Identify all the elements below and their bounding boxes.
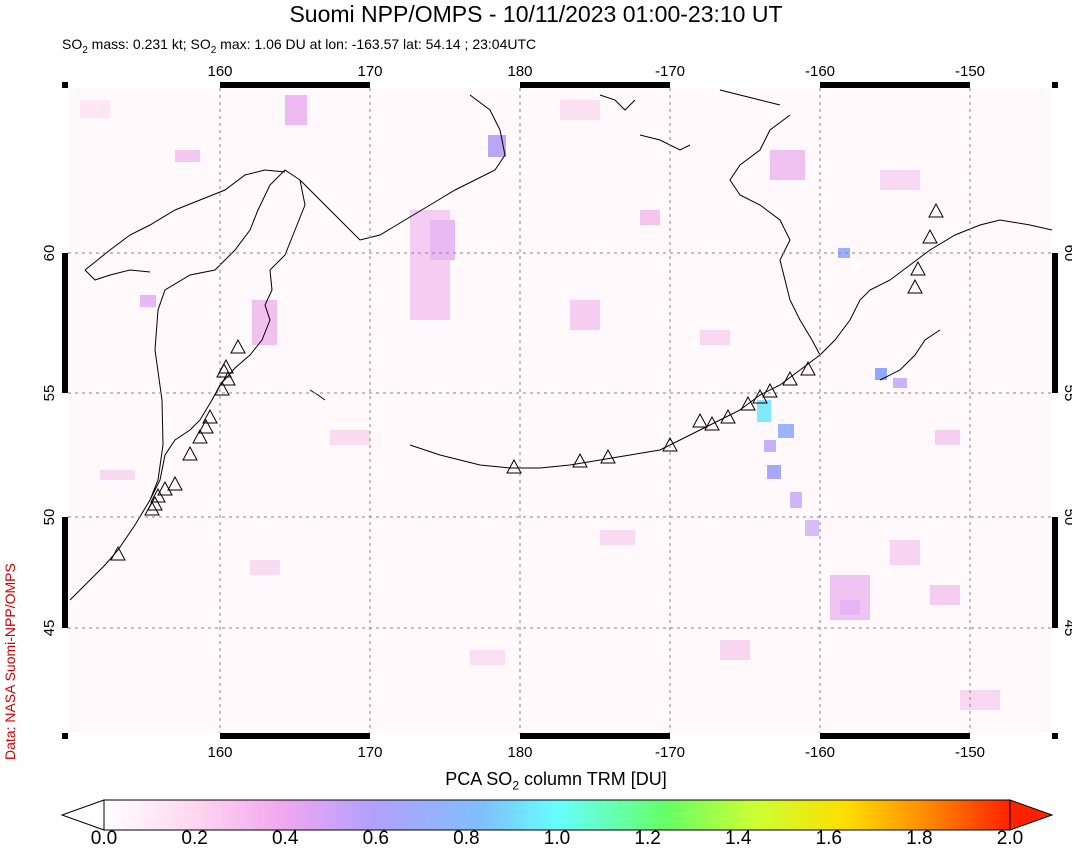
volcano-icon xyxy=(182,445,198,461)
lon-label: 180 xyxy=(507,744,532,761)
lon-label: 170 xyxy=(357,63,382,80)
lon-label: -170 xyxy=(655,744,685,761)
colorbar-title-sub: 2 xyxy=(512,778,519,793)
volcano-icon xyxy=(662,436,678,452)
lat-labels: 60 55 50 45 60 55 50 45 xyxy=(41,245,1072,637)
lon-label: -150 xyxy=(955,63,985,80)
volcano-icon xyxy=(740,395,756,411)
lat-label: 50 xyxy=(1061,509,1072,526)
colorbar-tick-label: 1.8 xyxy=(906,828,933,849)
volcano-icon xyxy=(167,475,183,491)
lon-label: -170 xyxy=(655,63,685,80)
volcano-icon xyxy=(922,228,938,244)
lon-label: 180 xyxy=(507,63,532,80)
colorbar-tick-label: 0.4 xyxy=(271,828,299,849)
so2-max-text: max: 1.06 DU at lon: -163.57 lat: 54.14 … xyxy=(216,36,537,52)
colorbar-tick-label: 0.0 xyxy=(90,828,118,849)
volcano-icon xyxy=(720,408,736,424)
so2-plume xyxy=(757,248,907,536)
volcano-icon xyxy=(202,408,218,424)
volcano-icon xyxy=(214,380,230,396)
colorbar-max-arrow xyxy=(1009,799,1054,831)
volcano-icon xyxy=(157,480,173,496)
colorbar-tick-label: 1.0 xyxy=(543,828,571,849)
map-area xyxy=(68,88,1052,733)
graticule xyxy=(68,88,1052,733)
lat-label: 55 xyxy=(41,385,58,402)
colorbar-tick-label: 2.0 xyxy=(996,828,1024,849)
lon-label: 170 xyxy=(357,744,382,761)
volcano-icon xyxy=(220,370,236,386)
colorbar-tick-label: 1.6 xyxy=(815,828,843,849)
volcano-icon xyxy=(600,448,616,464)
volcano-markers xyxy=(110,202,944,561)
page-title: Suomi NPP/OMPS - 10/11/2023 01:00-23:10 … xyxy=(289,1,783,27)
volcano-icon xyxy=(692,412,708,428)
volcano-icon xyxy=(198,418,214,434)
volcano-icon xyxy=(762,382,778,398)
volcano-icon xyxy=(800,360,816,376)
colorbar xyxy=(60,799,1054,831)
volcano-icon xyxy=(704,415,720,431)
so2-mass-text: mass: 0.231 kt; SO xyxy=(87,36,211,52)
lon-label: 160 xyxy=(207,744,232,761)
lon-label: 160 xyxy=(207,63,232,80)
lon-labels: 160 170 180 -170 -160 -150 160 170 180 -… xyxy=(207,63,985,761)
lat-label: 55 xyxy=(1061,385,1072,402)
volcano-icon xyxy=(230,338,246,354)
frame-segments xyxy=(62,82,1058,739)
lat-label: 45 xyxy=(41,620,58,637)
colorbar-tick-label: 0.6 xyxy=(362,828,390,849)
lat-label: 50 xyxy=(41,509,58,526)
volcano-icon xyxy=(572,452,588,468)
coastlines xyxy=(69,89,1052,601)
lon-label: -160 xyxy=(805,63,835,80)
colorbar-tick-label: 1.2 xyxy=(634,828,661,849)
volcano-icon xyxy=(907,278,923,294)
lon-label: -150 xyxy=(955,744,985,761)
lat-label: 60 xyxy=(1061,245,1072,262)
volcano-icon xyxy=(506,458,522,474)
volcano-icon xyxy=(110,545,126,561)
so2-prefix: SO xyxy=(62,36,83,52)
so2-subscript-1: 2 xyxy=(82,44,88,56)
colorbar-bar xyxy=(103,799,1011,831)
so2-subscript-2: 2 xyxy=(210,44,217,56)
colorbar-title: PCA SO2 column TRM [DU] xyxy=(0,769,1072,793)
volcano-icon xyxy=(928,202,944,218)
so2-summary: SO2 mass: 0.231 kt; SO2 max: 1.06 DU at … xyxy=(62,36,536,56)
colorbar-title-prefix: PCA SO xyxy=(445,769,513,789)
so2-pixel-field xyxy=(80,95,1000,710)
volcano-icon xyxy=(910,260,926,276)
colorbar-tick-label: 0.2 xyxy=(181,828,208,849)
lon-label: -160 xyxy=(805,744,835,761)
volcano-icon xyxy=(782,370,798,386)
lat-label: 45 xyxy=(1061,620,1072,637)
colorbar-min-arrow xyxy=(60,799,105,831)
colorbar-tick-label: 1.4 xyxy=(724,828,752,849)
volcano-icon xyxy=(216,362,232,378)
colorbar-title-suffix: column TRM [DU] xyxy=(519,769,667,789)
volcano-icon xyxy=(192,428,208,444)
volcano-icon xyxy=(144,500,160,516)
lat-label: 60 xyxy=(41,245,58,262)
colorbar-tick-label: 0.8 xyxy=(453,828,480,849)
